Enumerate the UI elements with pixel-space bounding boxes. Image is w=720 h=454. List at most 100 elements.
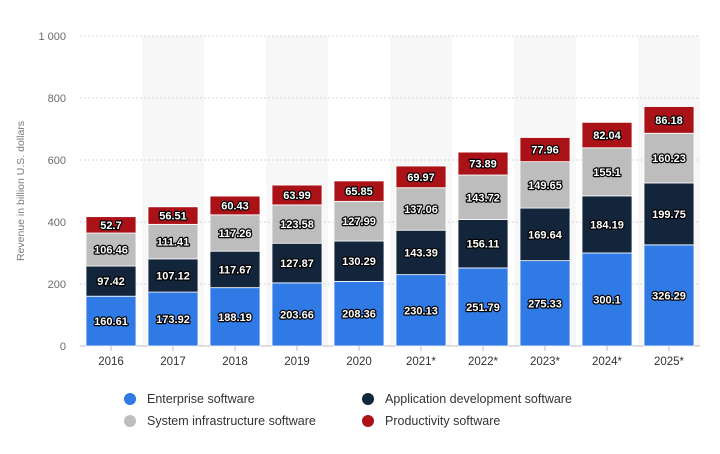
y-tick-label: 200 <box>48 279 66 291</box>
bar-segment[interactable] <box>209 287 261 347</box>
bar-segment[interactable] <box>395 229 447 276</box>
data-label: 251.79 <box>466 302 500 314</box>
bar-segment[interactable] <box>209 195 261 216</box>
data-label: 275.33 <box>528 298 562 310</box>
y-tick-label: 400 <box>48 217 66 229</box>
data-label: 127.99 <box>342 216 376 228</box>
bar-segment[interactable] <box>271 242 323 284</box>
data-label: 184.19 <box>590 219 624 231</box>
y-axis-ticks: 0 200 400 600 800 1 000 <box>38 31 66 353</box>
bar-segment[interactable] <box>147 206 199 225</box>
bar-segment[interactable] <box>209 250 261 289</box>
data-label: 199.75 <box>652 209 686 221</box>
data-label: 173.92 <box>156 314 190 326</box>
data-label: 203.66 <box>280 309 314 321</box>
legend-marker-system-infrastructure-software <box>124 415 136 427</box>
x-tick-label: 2025* <box>654 356 685 368</box>
legend-item-enterprise-software[interactable]: Enterprise software <box>124 392 362 406</box>
bar-segment[interactable] <box>519 161 571 209</box>
stacked-bar-chart: 0 200 400 600 800 1 000 Revenue in billion U.… <box>15 31 700 368</box>
legend-item-productivity-software[interactable]: Productivity software <box>362 414 622 428</box>
data-label: 130.29 <box>342 256 376 268</box>
x-tick-label: 2023* <box>530 356 561 368</box>
data-label: 107.12 <box>156 270 190 282</box>
legend-label: Enterprise software <box>147 392 255 406</box>
bar-segment[interactable] <box>581 195 633 254</box>
x-tick-label: 2017 <box>160 356 186 368</box>
legend-item-system-infrastructure-software[interactable]: System infrastructure software <box>124 414 362 428</box>
bar-segment[interactable] <box>333 240 385 282</box>
data-label: 300.1 <box>593 294 621 306</box>
x-tick-label: 2019 <box>284 356 310 368</box>
data-label: 77.96 <box>531 145 559 157</box>
bar-segment[interactable] <box>643 106 695 134</box>
bars <box>85 106 695 347</box>
legend-label: System infrastructure software <box>147 414 316 428</box>
legend-label: Productivity software <box>385 414 501 428</box>
legend-marker-enterprise-software <box>124 393 136 405</box>
bar-segment[interactable] <box>271 184 323 206</box>
data-label: 117.67 <box>218 264 251 276</box>
bar-segment[interactable] <box>395 187 447 231</box>
bar-segment[interactable] <box>147 223 199 260</box>
data-label: 60.43 <box>221 200 249 212</box>
y-tick-label: 800 <box>48 93 66 105</box>
data-label: 63.99 <box>283 190 311 202</box>
bar-segment[interactable] <box>519 207 571 262</box>
data-label: 117.26 <box>218 228 251 240</box>
x-tick-label: 2022* <box>468 356 499 368</box>
data-label: 149.65 <box>528 180 562 192</box>
bar-segment[interactable] <box>147 258 199 293</box>
bar-segment[interactable] <box>581 121 633 149</box>
x-axis-ticks: 2016 2017 2018 2019 2020 2021* 2022* 2023* 2024*… <box>98 346 685 368</box>
data-label: 156.11 <box>466 239 499 251</box>
data-label: 188.19 <box>218 312 252 324</box>
data-label: 86.18 <box>655 115 683 127</box>
data-label: 160.23 <box>652 153 686 165</box>
x-tick-label: 2020 <box>346 356 372 368</box>
legend-marker-application-development-software <box>362 393 374 405</box>
x-tick-label: 2016 <box>98 356 124 368</box>
bar-segment[interactable] <box>85 232 137 267</box>
data-label: 160.61 <box>94 316 128 328</box>
bar-segment[interactable] <box>85 265 137 297</box>
bar-segment[interactable] <box>643 244 695 347</box>
data-label: 82.04 <box>593 130 621 142</box>
bar-segment[interactable] <box>643 132 695 184</box>
data-label: 208.36 <box>342 309 376 321</box>
bar-segment[interactable] <box>519 260 571 347</box>
bar-segment[interactable] <box>457 151 509 176</box>
data-label: 143.72 <box>466 192 500 204</box>
bar-segment[interactable] <box>85 295 137 347</box>
data-label: 169.64 <box>528 229 563 241</box>
bar-segment[interactable] <box>147 291 199 347</box>
bar-segment[interactable] <box>457 174 509 220</box>
legend-marker-productivity-software <box>362 415 374 427</box>
bar-segment[interactable] <box>581 147 633 197</box>
data-labels: 160.61 97.42 106.46 52.7 173.92 107.12 111.41 5… <box>93 114 687 330</box>
data-label: 97.42 <box>97 276 125 288</box>
data-label: 230.13 <box>404 305 438 317</box>
bar-segment[interactable] <box>333 200 385 242</box>
bar-segment[interactable] <box>85 216 137 234</box>
bar-segment[interactable] <box>519 137 571 163</box>
data-label: 137.06 <box>404 204 438 216</box>
data-label: 69.97 <box>407 172 435 184</box>
y-tick-label: 600 <box>48 155 66 167</box>
y-axis-label: Revenue in billion U.S. dollars <box>15 121 27 261</box>
bar-segment[interactable] <box>581 252 633 347</box>
legend-label: Application development software <box>385 392 572 406</box>
legend-item-application-development-software[interactable]: Application development software <box>362 392 622 406</box>
bar-segment[interactable] <box>271 204 323 244</box>
data-label: 111.41 <box>157 237 189 249</box>
x-tick-label: 2024* <box>592 356 623 368</box>
bar-segment[interactable] <box>333 180 385 202</box>
legend: Enterprise software Application developm… <box>124 392 644 428</box>
data-label: 52.7 <box>100 220 121 232</box>
bar-segment[interactable] <box>209 214 261 252</box>
y-tick-label: 0 <box>60 341 66 353</box>
data-label: 123.58 <box>280 219 314 231</box>
data-label: 326.29 <box>652 290 686 302</box>
bar-segment[interactable] <box>395 165 447 189</box>
